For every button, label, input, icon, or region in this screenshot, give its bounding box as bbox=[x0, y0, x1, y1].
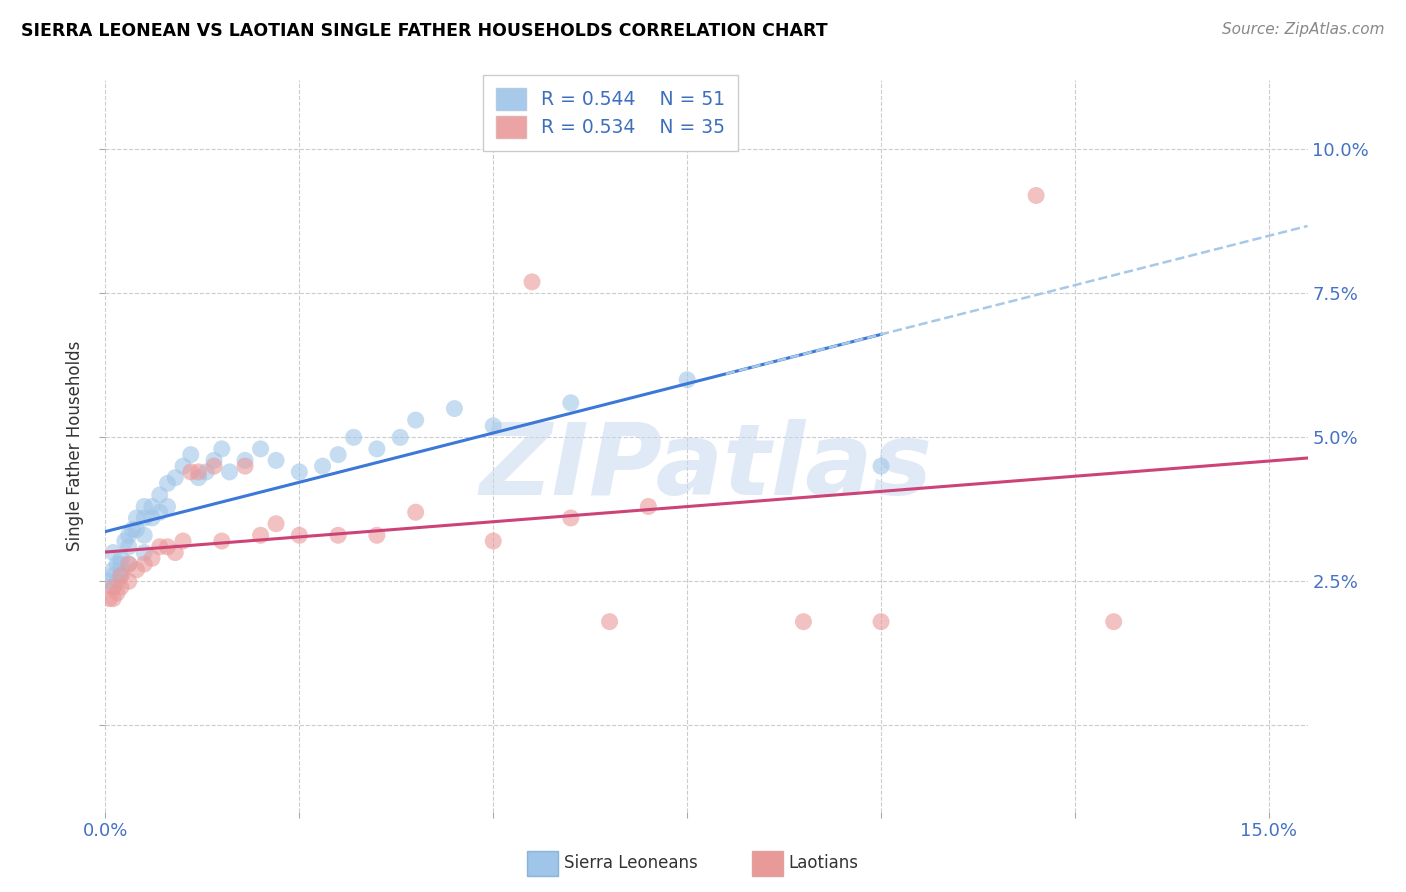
Point bbox=[149, 505, 172, 519]
Point bbox=[103, 591, 125, 606]
Point bbox=[156, 540, 179, 554]
Point bbox=[389, 430, 412, 444]
Text: Source: ZipAtlas.com: Source: ZipAtlas.com bbox=[1222, 22, 1385, 37]
Point bbox=[134, 545, 156, 559]
Point bbox=[105, 574, 128, 589]
Point bbox=[110, 568, 132, 582]
Point bbox=[125, 511, 148, 525]
Point bbox=[599, 615, 621, 629]
Point bbox=[202, 459, 225, 474]
Point bbox=[118, 528, 141, 542]
Point bbox=[118, 557, 141, 571]
Point bbox=[149, 540, 172, 554]
Point bbox=[141, 511, 163, 525]
Point bbox=[195, 465, 218, 479]
Point bbox=[156, 500, 179, 514]
Point bbox=[103, 568, 125, 582]
Point bbox=[114, 534, 136, 549]
Point bbox=[482, 418, 505, 433]
Point bbox=[233, 453, 256, 467]
Y-axis label: Single Father Households: Single Father Households bbox=[66, 341, 84, 551]
Point bbox=[98, 591, 121, 606]
Point bbox=[405, 413, 427, 427]
Point bbox=[482, 534, 505, 549]
Legend: R = 0.544    N = 51, R = 0.534    N = 35: R = 0.544 N = 51, R = 0.534 N = 35 bbox=[482, 75, 738, 151]
Point bbox=[121, 523, 143, 537]
Point bbox=[149, 488, 172, 502]
Point bbox=[560, 396, 582, 410]
Point bbox=[637, 500, 659, 514]
Point bbox=[218, 465, 240, 479]
Point bbox=[264, 453, 287, 467]
Point bbox=[105, 586, 128, 600]
Point bbox=[103, 545, 125, 559]
Text: Sierra Leoneans: Sierra Leoneans bbox=[564, 855, 697, 872]
Point bbox=[110, 551, 132, 566]
Point bbox=[98, 574, 121, 589]
Point bbox=[105, 557, 128, 571]
Point bbox=[118, 540, 141, 554]
Point bbox=[180, 448, 202, 462]
Point bbox=[103, 580, 125, 594]
Point bbox=[560, 511, 582, 525]
Point bbox=[118, 557, 141, 571]
Point bbox=[110, 563, 132, 577]
Point bbox=[870, 459, 893, 474]
Point bbox=[211, 442, 233, 456]
Point bbox=[156, 476, 179, 491]
Point bbox=[1102, 615, 1125, 629]
Point bbox=[110, 568, 132, 582]
Point bbox=[326, 448, 349, 462]
Point bbox=[233, 459, 256, 474]
Point bbox=[172, 459, 194, 474]
Point bbox=[125, 563, 148, 577]
Point bbox=[134, 500, 156, 514]
Point bbox=[366, 528, 388, 542]
Point bbox=[443, 401, 465, 416]
Point bbox=[141, 500, 163, 514]
Point bbox=[103, 563, 125, 577]
Point bbox=[141, 551, 163, 566]
Point bbox=[211, 534, 233, 549]
Point bbox=[125, 523, 148, 537]
Point bbox=[134, 557, 156, 571]
Point bbox=[288, 528, 311, 542]
Point bbox=[118, 574, 141, 589]
Point bbox=[264, 516, 287, 531]
Point bbox=[110, 580, 132, 594]
Point bbox=[165, 471, 187, 485]
Text: SIERRA LEONEAN VS LAOTIAN SINGLE FATHER HOUSEHOLDS CORRELATION CHART: SIERRA LEONEAN VS LAOTIAN SINGLE FATHER … bbox=[21, 22, 828, 40]
Point bbox=[249, 442, 271, 456]
Point bbox=[134, 511, 156, 525]
Point bbox=[676, 373, 699, 387]
Point bbox=[870, 615, 893, 629]
Point bbox=[187, 471, 209, 485]
Point bbox=[326, 528, 349, 542]
Point bbox=[202, 453, 225, 467]
Point bbox=[172, 534, 194, 549]
Point bbox=[343, 430, 366, 444]
Point bbox=[165, 545, 187, 559]
Point bbox=[1025, 188, 1047, 202]
Point bbox=[187, 465, 209, 479]
Point bbox=[249, 528, 271, 542]
Point bbox=[180, 465, 202, 479]
Point bbox=[311, 459, 333, 474]
Text: Laotians: Laotians bbox=[789, 855, 859, 872]
Point bbox=[792, 615, 814, 629]
Point bbox=[288, 465, 311, 479]
Point bbox=[520, 275, 543, 289]
Point bbox=[134, 528, 156, 542]
Point bbox=[405, 505, 427, 519]
Point bbox=[366, 442, 388, 456]
Point bbox=[110, 557, 132, 571]
Text: ZIPatlas: ZIPatlas bbox=[479, 419, 934, 516]
Point bbox=[103, 580, 125, 594]
